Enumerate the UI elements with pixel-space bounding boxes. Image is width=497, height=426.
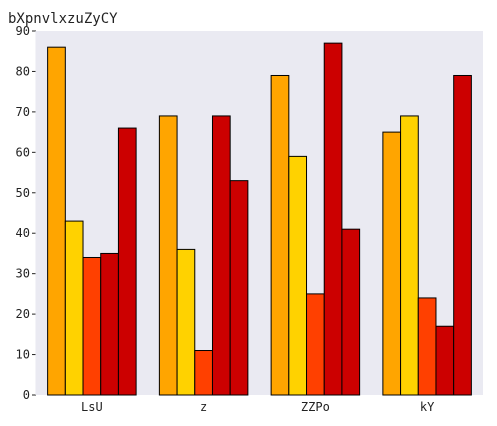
- y-tick-label: 60: [16, 145, 30, 159]
- bar: [288, 155, 308, 396]
- bar: [176, 248, 196, 396]
- y-tick-label: 90: [16, 24, 30, 38]
- x-tick-label: kY: [420, 400, 435, 414]
- bar: [194, 350, 213, 396]
- y-tick-label: 0: [23, 388, 30, 402]
- bar: [323, 42, 343, 396]
- y-tick-label: 70: [16, 105, 30, 119]
- bar: [306, 293, 325, 396]
- x-axis: LsU z ZZPo kY: [81, 400, 435, 414]
- y-tick-label: 40: [16, 226, 30, 240]
- bar: [47, 46, 66, 396]
- x-tick-label: z: [200, 400, 207, 414]
- bar: [417, 297, 437, 396]
- y-axis: 0 10 20 30 40 50 60 70 80 90: [16, 24, 37, 402]
- bar: [400, 115, 419, 396]
- bar: [270, 74, 290, 396]
- bar: [117, 127, 137, 396]
- bar: [382, 131, 402, 396]
- chart-title: bXpnvlxzuZyCY: [8, 11, 118, 27]
- y-tick-label: 50: [16, 186, 30, 200]
- bar: [435, 325, 455, 396]
- y-tick-label: 10: [16, 348, 30, 362]
- x-tick-label: ZZPo: [301, 400, 330, 414]
- bar: [211, 115, 231, 396]
- y-tick-label: 80: [16, 64, 30, 78]
- bars: [47, 42, 472, 396]
- bar: [64, 220, 84, 396]
- x-tick-label: LsU: [81, 400, 103, 414]
- y-tick-label: 20: [16, 307, 30, 321]
- bar: [341, 228, 361, 396]
- bar: [453, 74, 472, 396]
- bar: [158, 115, 178, 396]
- bar: [82, 256, 102, 396]
- y-tick-label: 30: [16, 267, 30, 281]
- bar: [100, 252, 119, 396]
- bar: [229, 180, 249, 396]
